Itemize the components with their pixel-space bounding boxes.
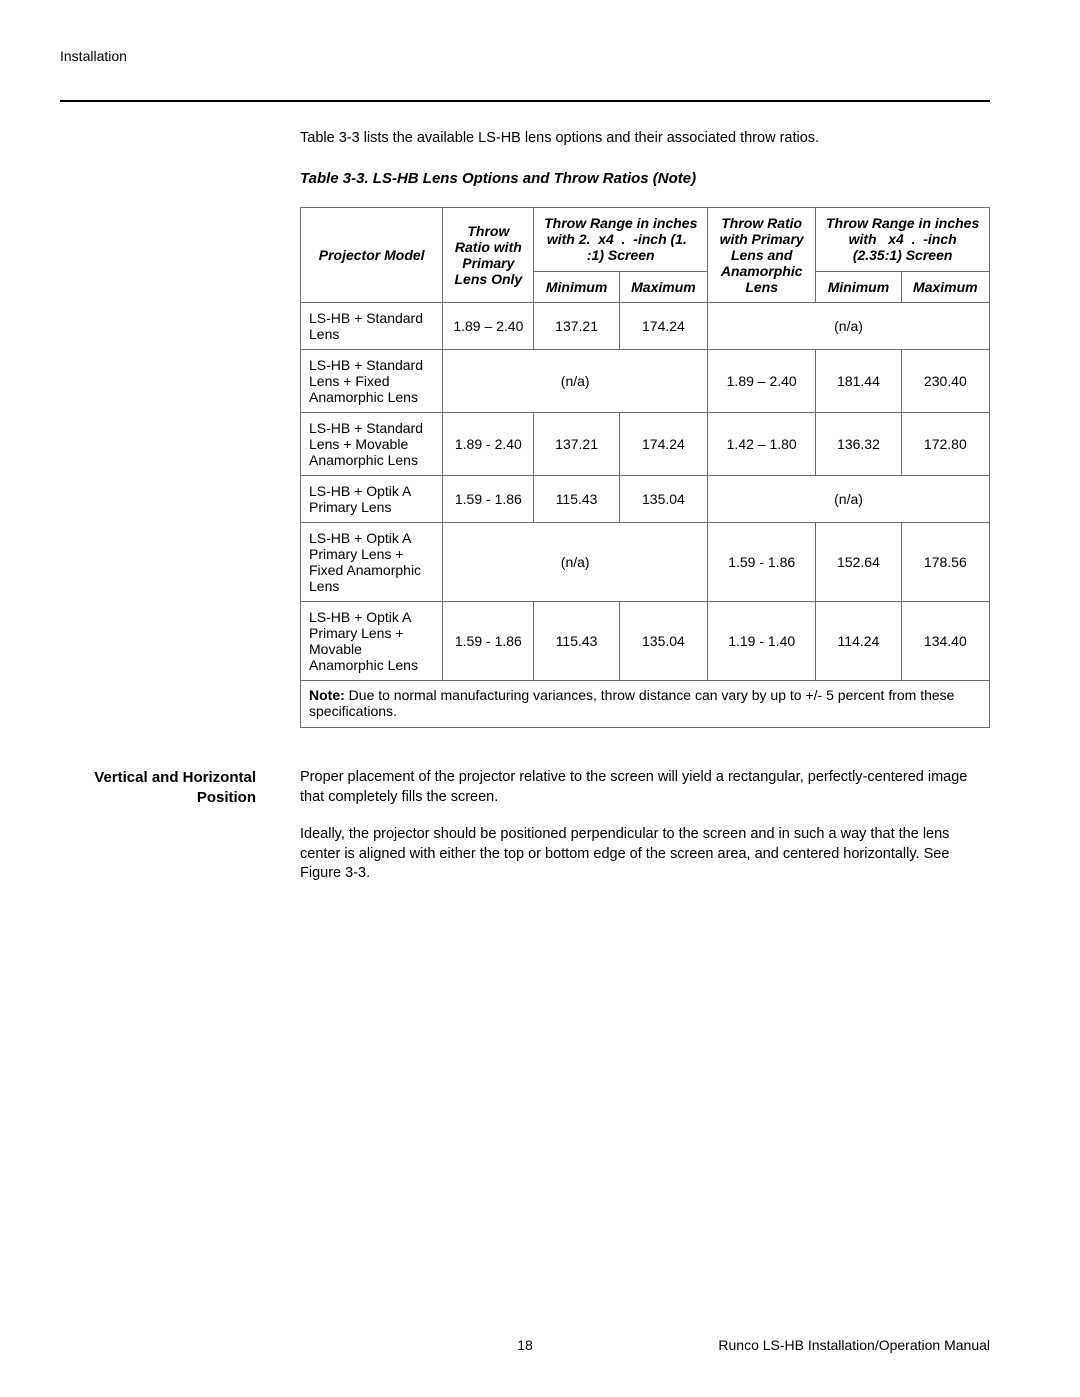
table-note-label: Note: [309, 687, 345, 703]
footer-page-number: 18 [517, 1337, 533, 1353]
col-throw-ratio-primary: Throw Ratio with Primary Lens Only [443, 208, 534, 303]
cell-na-anamorphic: (n/a) [708, 476, 990, 523]
cell-min178: 115.43 [534, 602, 619, 681]
table-row: LS-HB + Standard Lens 1.89 – 2.40 137.21… [301, 303, 990, 350]
cell-na-primary: (n/a) [443, 523, 708, 602]
table-note: Note: Due to normal manufacturing varian… [300, 681, 990, 728]
col-projector-model: Projector Model [301, 208, 443, 303]
cell-ratio-anamorphic: 1.42 – 1.80 [708, 413, 816, 476]
cell-model: LS-HB + Standard Lens + Movable Anamorph… [301, 413, 443, 476]
header-rule [60, 100, 990, 102]
cell-max235: 134.40 [901, 602, 989, 681]
cell-max235: 230.40 [901, 350, 989, 413]
table-row: LS-HB + Standard Lens + Fixed Anamorphic… [301, 350, 990, 413]
intro-text: Table 3-3 lists the available LS-HB lens… [300, 130, 990, 146]
cell-ratio-anamorphic: 1.89 – 2.40 [708, 350, 816, 413]
cell-min178: 137.21 [534, 303, 619, 350]
cell-na-anamorphic: (n/a) [708, 303, 990, 350]
table-row: LS-HB + Standard Lens + Movable Anamorph… [301, 413, 990, 476]
section-body: Proper placement of the projector relati… [300, 768, 990, 902]
cell-max178: 174.24 [619, 303, 707, 350]
cell-min235: 136.32 [816, 413, 901, 476]
header-section-label: Installation [60, 48, 990, 64]
cell-max235: 172.80 [901, 413, 989, 476]
cell-max178: 174.24 [619, 413, 707, 476]
col-max-235: Maximum [901, 271, 989, 302]
footer-manual-title: Runco LS-HB Installation/Operation Manua… [718, 1337, 990, 1353]
body-paragraph-2: Ideally, the projector should be positio… [300, 825, 990, 884]
lens-options-table: Projector Model Throw Ratio with Primary… [300, 207, 990, 681]
cell-ratio-anamorphic: 1.59 - 1.86 [708, 523, 816, 602]
col-min-178: Minimum [534, 271, 619, 302]
cell-ratio-primary: 1.59 - 1.86 [443, 602, 534, 681]
body-paragraph-1: Proper placement of the projector relati… [300, 768, 990, 807]
table-note-text: Due to normal manufacturing variances, t… [309, 687, 954, 719]
cell-na-primary: (n/a) [443, 350, 708, 413]
cell-ratio-primary: 1.89 - 2.40 [443, 413, 534, 476]
cell-max235: 178.56 [901, 523, 989, 602]
table-row: LS-HB + Optik A Primary Lens + Movable A… [301, 602, 990, 681]
col-max-178: Maximum [619, 271, 707, 302]
side-heading-vertical-horizontal: Vertical and Horizontal Position [60, 768, 300, 902]
cell-ratio-primary: 1.59 - 1.86 [443, 476, 534, 523]
cell-model: LS-HB + Optik A Primary Lens + Movable A… [301, 602, 443, 681]
cell-min178: 115.43 [534, 476, 619, 523]
cell-ratio-anamorphic: 1.19 - 1.40 [708, 602, 816, 681]
cell-ratio-primary: 1.89 – 2.40 [443, 303, 534, 350]
col-throw-range-235: Throw Range in inches with x4 . -inch (2… [816, 208, 990, 272]
cell-model: LS-HB + Optik A Primary Lens + Fixed Ana… [301, 523, 443, 602]
table-caption: Table 3-3. LS-HB Lens Options and Throw … [300, 170, 990, 187]
col-throw-range-178: Throw Range in inches with 2. x4 . -inch… [534, 208, 708, 272]
cell-min235: 181.44 [816, 350, 901, 413]
cell-model: LS-HB + Standard Lens + Fixed Anamorphic… [301, 350, 443, 413]
cell-max178: 135.04 [619, 476, 707, 523]
table-header-row-1: Projector Model Throw Ratio with Primary… [301, 208, 990, 272]
cell-model: LS-HB + Standard Lens [301, 303, 443, 350]
col-min-235: Minimum [816, 271, 901, 302]
table-row: LS-HB + Optik A Primary Lens + Fixed Ana… [301, 523, 990, 602]
cell-min235: 114.24 [816, 602, 901, 681]
cell-min178: 137.21 [534, 413, 619, 476]
table-row: LS-HB + Optik A Primary Lens 1.59 - 1.86… [301, 476, 990, 523]
page-footer: 18 Runco LS-HB Installation/Operation Ma… [60, 1337, 990, 1353]
col-throw-ratio-anamorphic: Throw Ratio with Primary Lens and Anamor… [708, 208, 816, 303]
cell-max178: 135.04 [619, 602, 707, 681]
cell-model: LS-HB + Optik A Primary Lens [301, 476, 443, 523]
cell-min235: 152.64 [816, 523, 901, 602]
